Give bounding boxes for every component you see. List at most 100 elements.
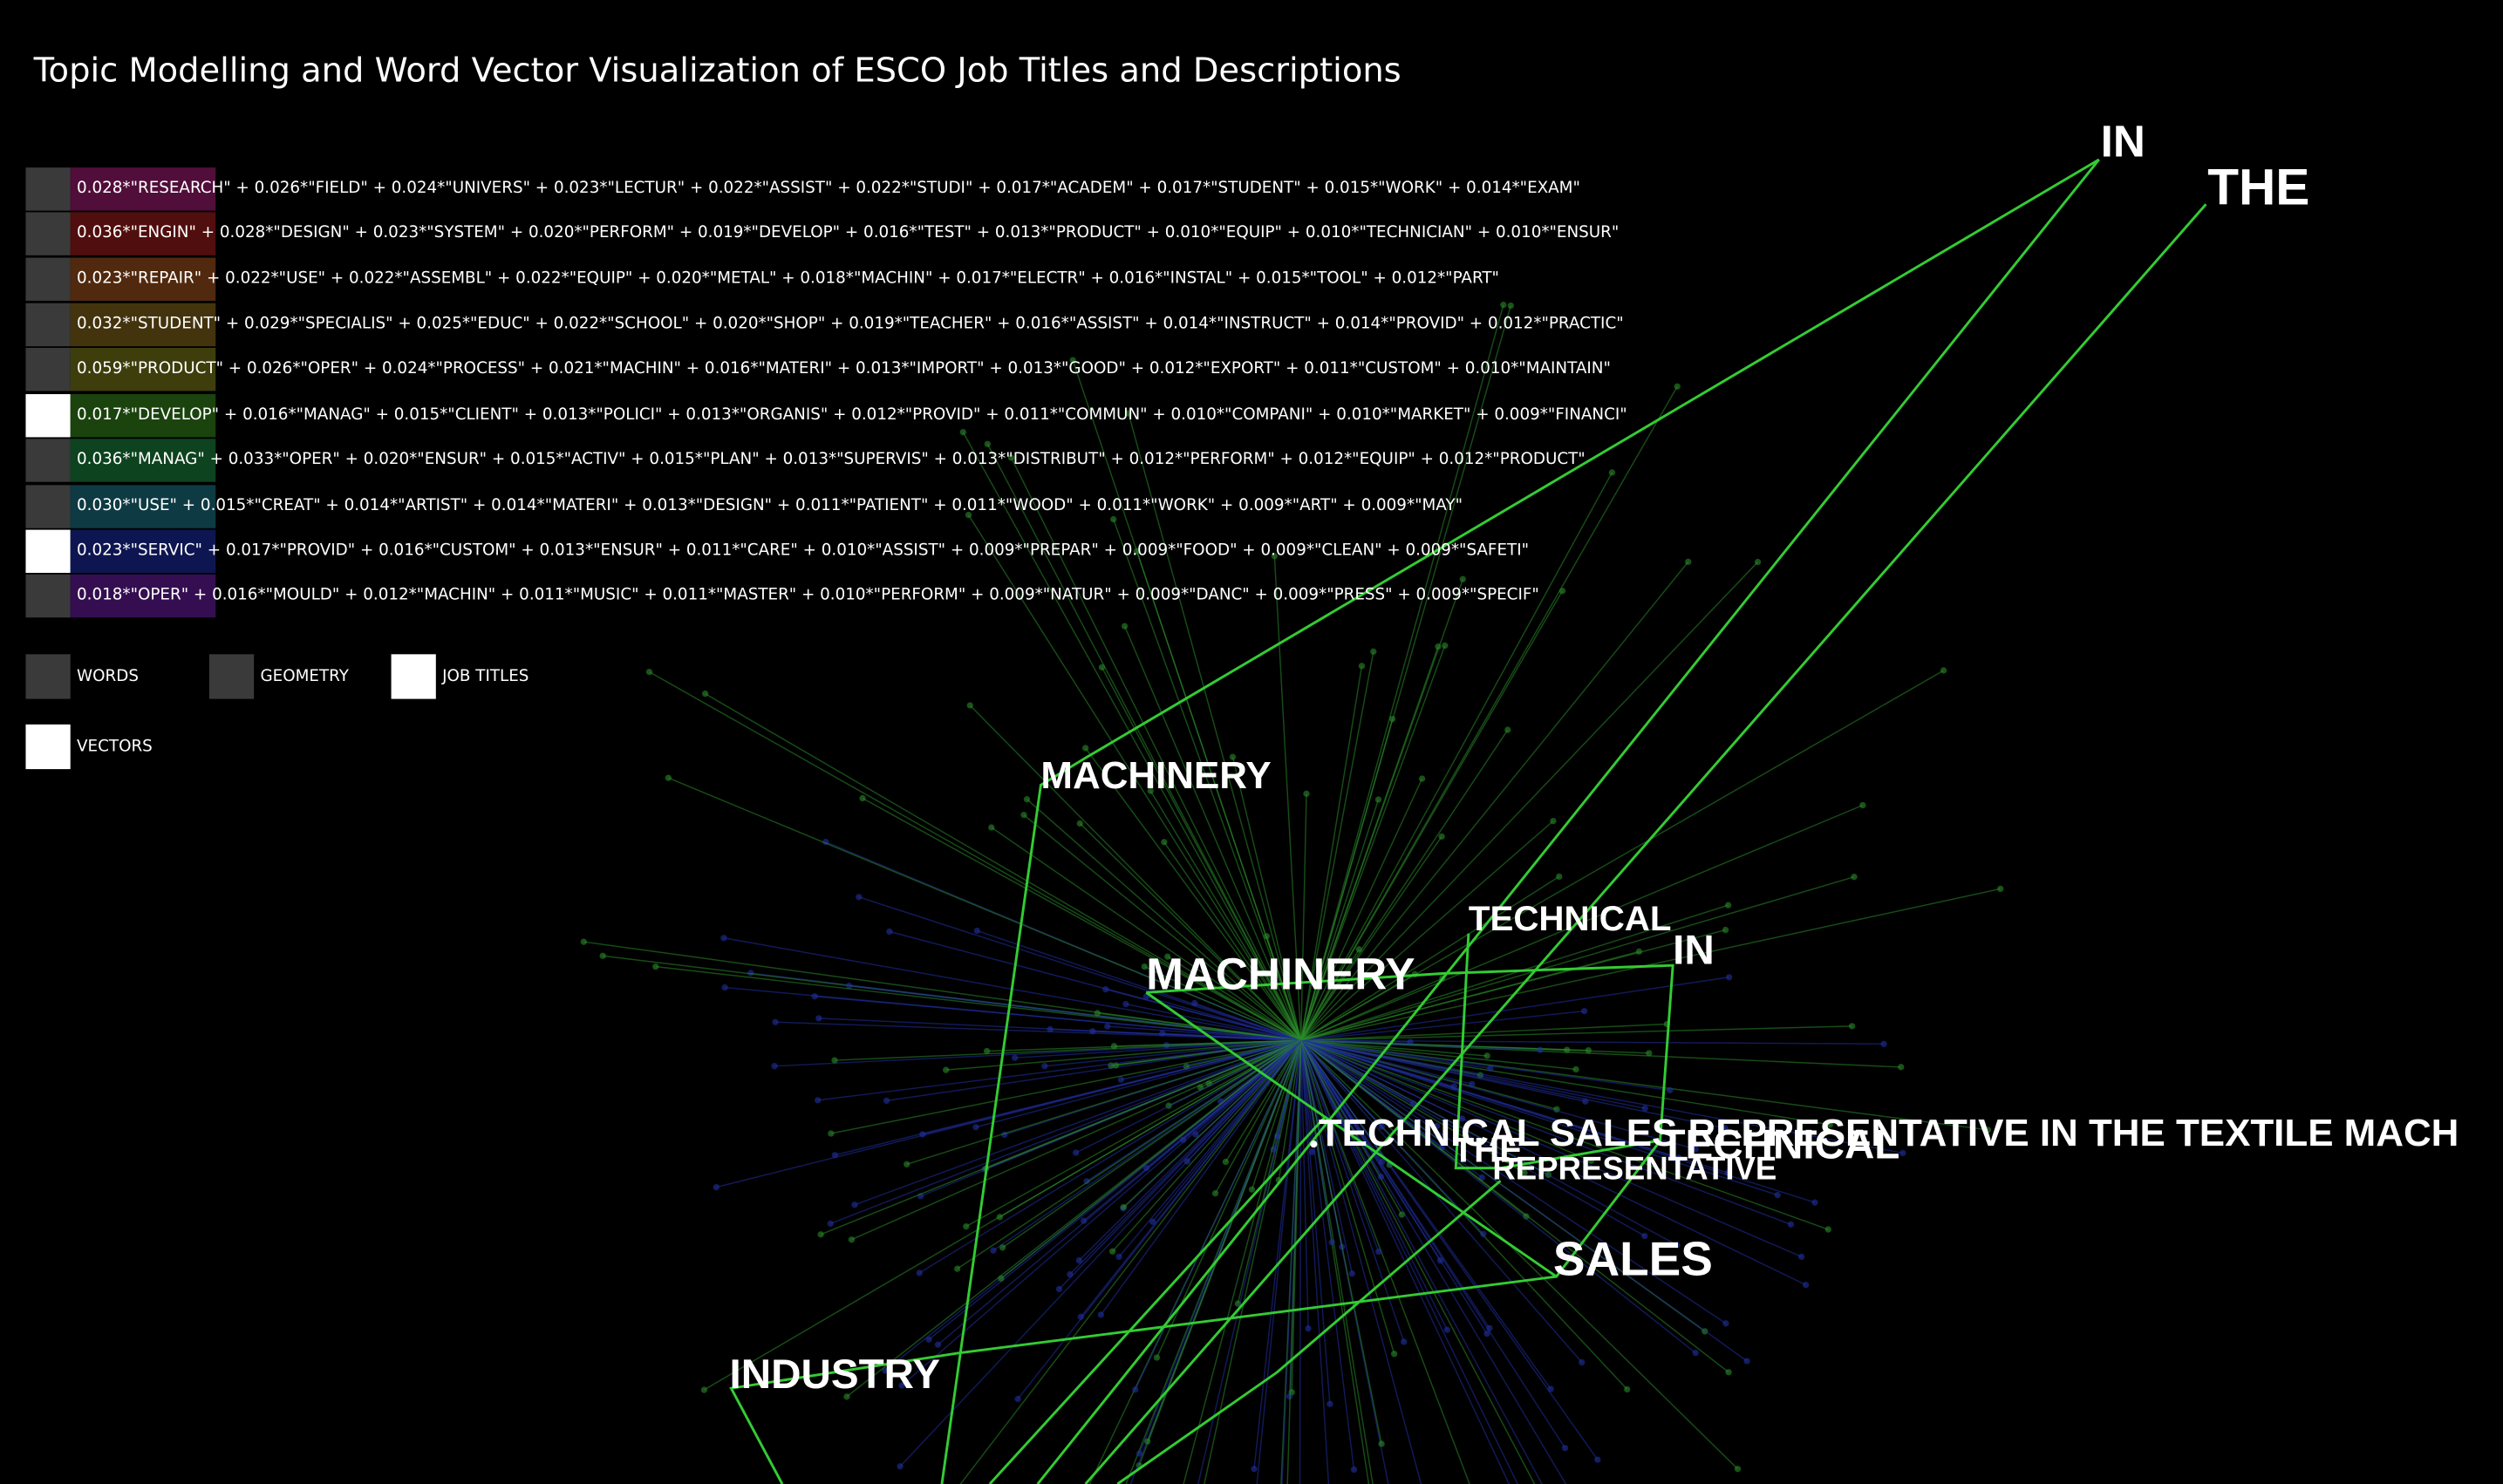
vector-ray (1300, 1039, 1831, 1126)
vector-ray (965, 1039, 1302, 1228)
topic-toggle[interactable] (25, 439, 71, 482)
vector-point (886, 928, 893, 936)
layer-toggle[interactable] (391, 654, 436, 699)
vector-ray (655, 965, 1301, 1041)
vector-point (1667, 1086, 1674, 1094)
layer-toggle[interactable] (25, 654, 71, 699)
vector-ray (1058, 1039, 1302, 1290)
topic-toggle[interactable] (25, 303, 71, 347)
vector-point (916, 1270, 923, 1276)
vector-ray (957, 1039, 1302, 1270)
vector-ray (1214, 1039, 1302, 1195)
vector-ray (1300, 888, 2001, 1041)
vector-point (988, 824, 995, 831)
vector-ray (1186, 1039, 1302, 1162)
job-title-point (1310, 1140, 1318, 1148)
vector-point (1132, 1386, 1139, 1393)
word-label: REPRESENTATIVE (1492, 1150, 1777, 1186)
topic-toggle[interactable] (25, 529, 71, 574)
vector-ray (1183, 1040, 1302, 1484)
topic-toggle[interactable] (25, 257, 71, 301)
vector-point (1121, 623, 1129, 630)
vector-ray (1204, 1040, 1302, 1484)
vector-point (1594, 1456, 1601, 1463)
vector-point (1434, 1122, 1441, 1129)
vector-ray (991, 827, 1302, 1041)
topic-toggle[interactable] (25, 394, 71, 438)
vector-point (1458, 1115, 1466, 1122)
vector-point (943, 1066, 950, 1073)
vector-ray (1300, 1040, 1374, 1484)
vector-point (846, 983, 853, 990)
vector-ray (1224, 1039, 1302, 1162)
vector-ray (1300, 1040, 1395, 1354)
vector-ray (1123, 625, 1302, 1041)
vector-ray (1300, 977, 1729, 1041)
vector-ray (1300, 820, 1554, 1041)
vector-ray (1256, 1040, 1302, 1484)
word-label: INDUSTRY (730, 1351, 940, 1398)
topic-toggle[interactable] (25, 574, 71, 618)
vector-ray (1300, 1040, 1382, 1445)
vector-point (1308, 1148, 1316, 1155)
vector-ray (1300, 1039, 1680, 1159)
vector-point (1624, 1385, 1631, 1393)
vector-ray (1300, 645, 1446, 1041)
vector-point (1023, 796, 1031, 803)
vector-ray (1273, 555, 1302, 1041)
vector-point (1483, 1330, 1490, 1338)
vector-point (973, 927, 980, 935)
vector-point (1824, 1226, 1831, 1233)
vector-ray (1100, 1039, 1302, 1316)
word-label: THE (1453, 1130, 1524, 1169)
vector-point (959, 429, 966, 436)
vector-ray (829, 1039, 1301, 1225)
vector-ray (1300, 1039, 1566, 1449)
vector-point (1418, 775, 1426, 782)
vector-point (1587, 1157, 1595, 1164)
vector-point (1572, 1065, 1579, 1073)
topic-toggle[interactable] (25, 347, 71, 391)
vector-point (1459, 575, 1466, 582)
vector-point (851, 1201, 858, 1208)
geometry-line (1454, 933, 1658, 1170)
vector-ray (918, 1039, 1302, 1274)
vector-ray (986, 1039, 1302, 1169)
vector-ray (1300, 793, 1307, 1041)
vector-point (1997, 885, 2004, 893)
topic-toggle[interactable] (25, 167, 71, 211)
vector-ray (975, 1039, 1301, 1128)
vector-ray (1251, 1040, 1302, 1190)
vector-point (1117, 1076, 1125, 1083)
topic-toggle[interactable] (25, 485, 71, 528)
vector-point (1110, 515, 1117, 523)
vector-point (1802, 1281, 1810, 1289)
geometry-line (1084, 203, 2207, 1484)
vector-ray (1300, 1040, 1309, 1329)
vector-point (828, 1130, 835, 1137)
geometry-line (1036, 159, 2100, 1484)
vector-ray (1300, 1010, 1585, 1041)
topic-text: 0.028*"RESEARCH" + 0.026*"FIELD" + 0.024… (77, 179, 1580, 197)
vector-ray (1300, 1039, 1678, 1246)
topic-toggle[interactable] (25, 212, 71, 255)
vector-ray (1300, 1039, 1567, 1484)
word-geometry (729, 158, 2207, 1484)
vector-point (1561, 1445, 1569, 1452)
word-label: IN (1673, 927, 1715, 973)
layer-toggle[interactable] (25, 724, 71, 770)
vector-point (1094, 1010, 1101, 1017)
layer-toggle[interactable] (208, 654, 255, 699)
vector-point (1328, 1239, 1335, 1246)
vector-point (1055, 1285, 1063, 1293)
vector-point (904, 1161, 910, 1167)
vector-ray (945, 1039, 1301, 1071)
vector-ray (1300, 904, 1729, 1041)
vector-point (856, 894, 863, 901)
vector-point (1734, 1466, 1742, 1473)
vector-point (599, 952, 606, 959)
vector-ray (1197, 1040, 1302, 1484)
word-label: IN (2101, 116, 2145, 166)
